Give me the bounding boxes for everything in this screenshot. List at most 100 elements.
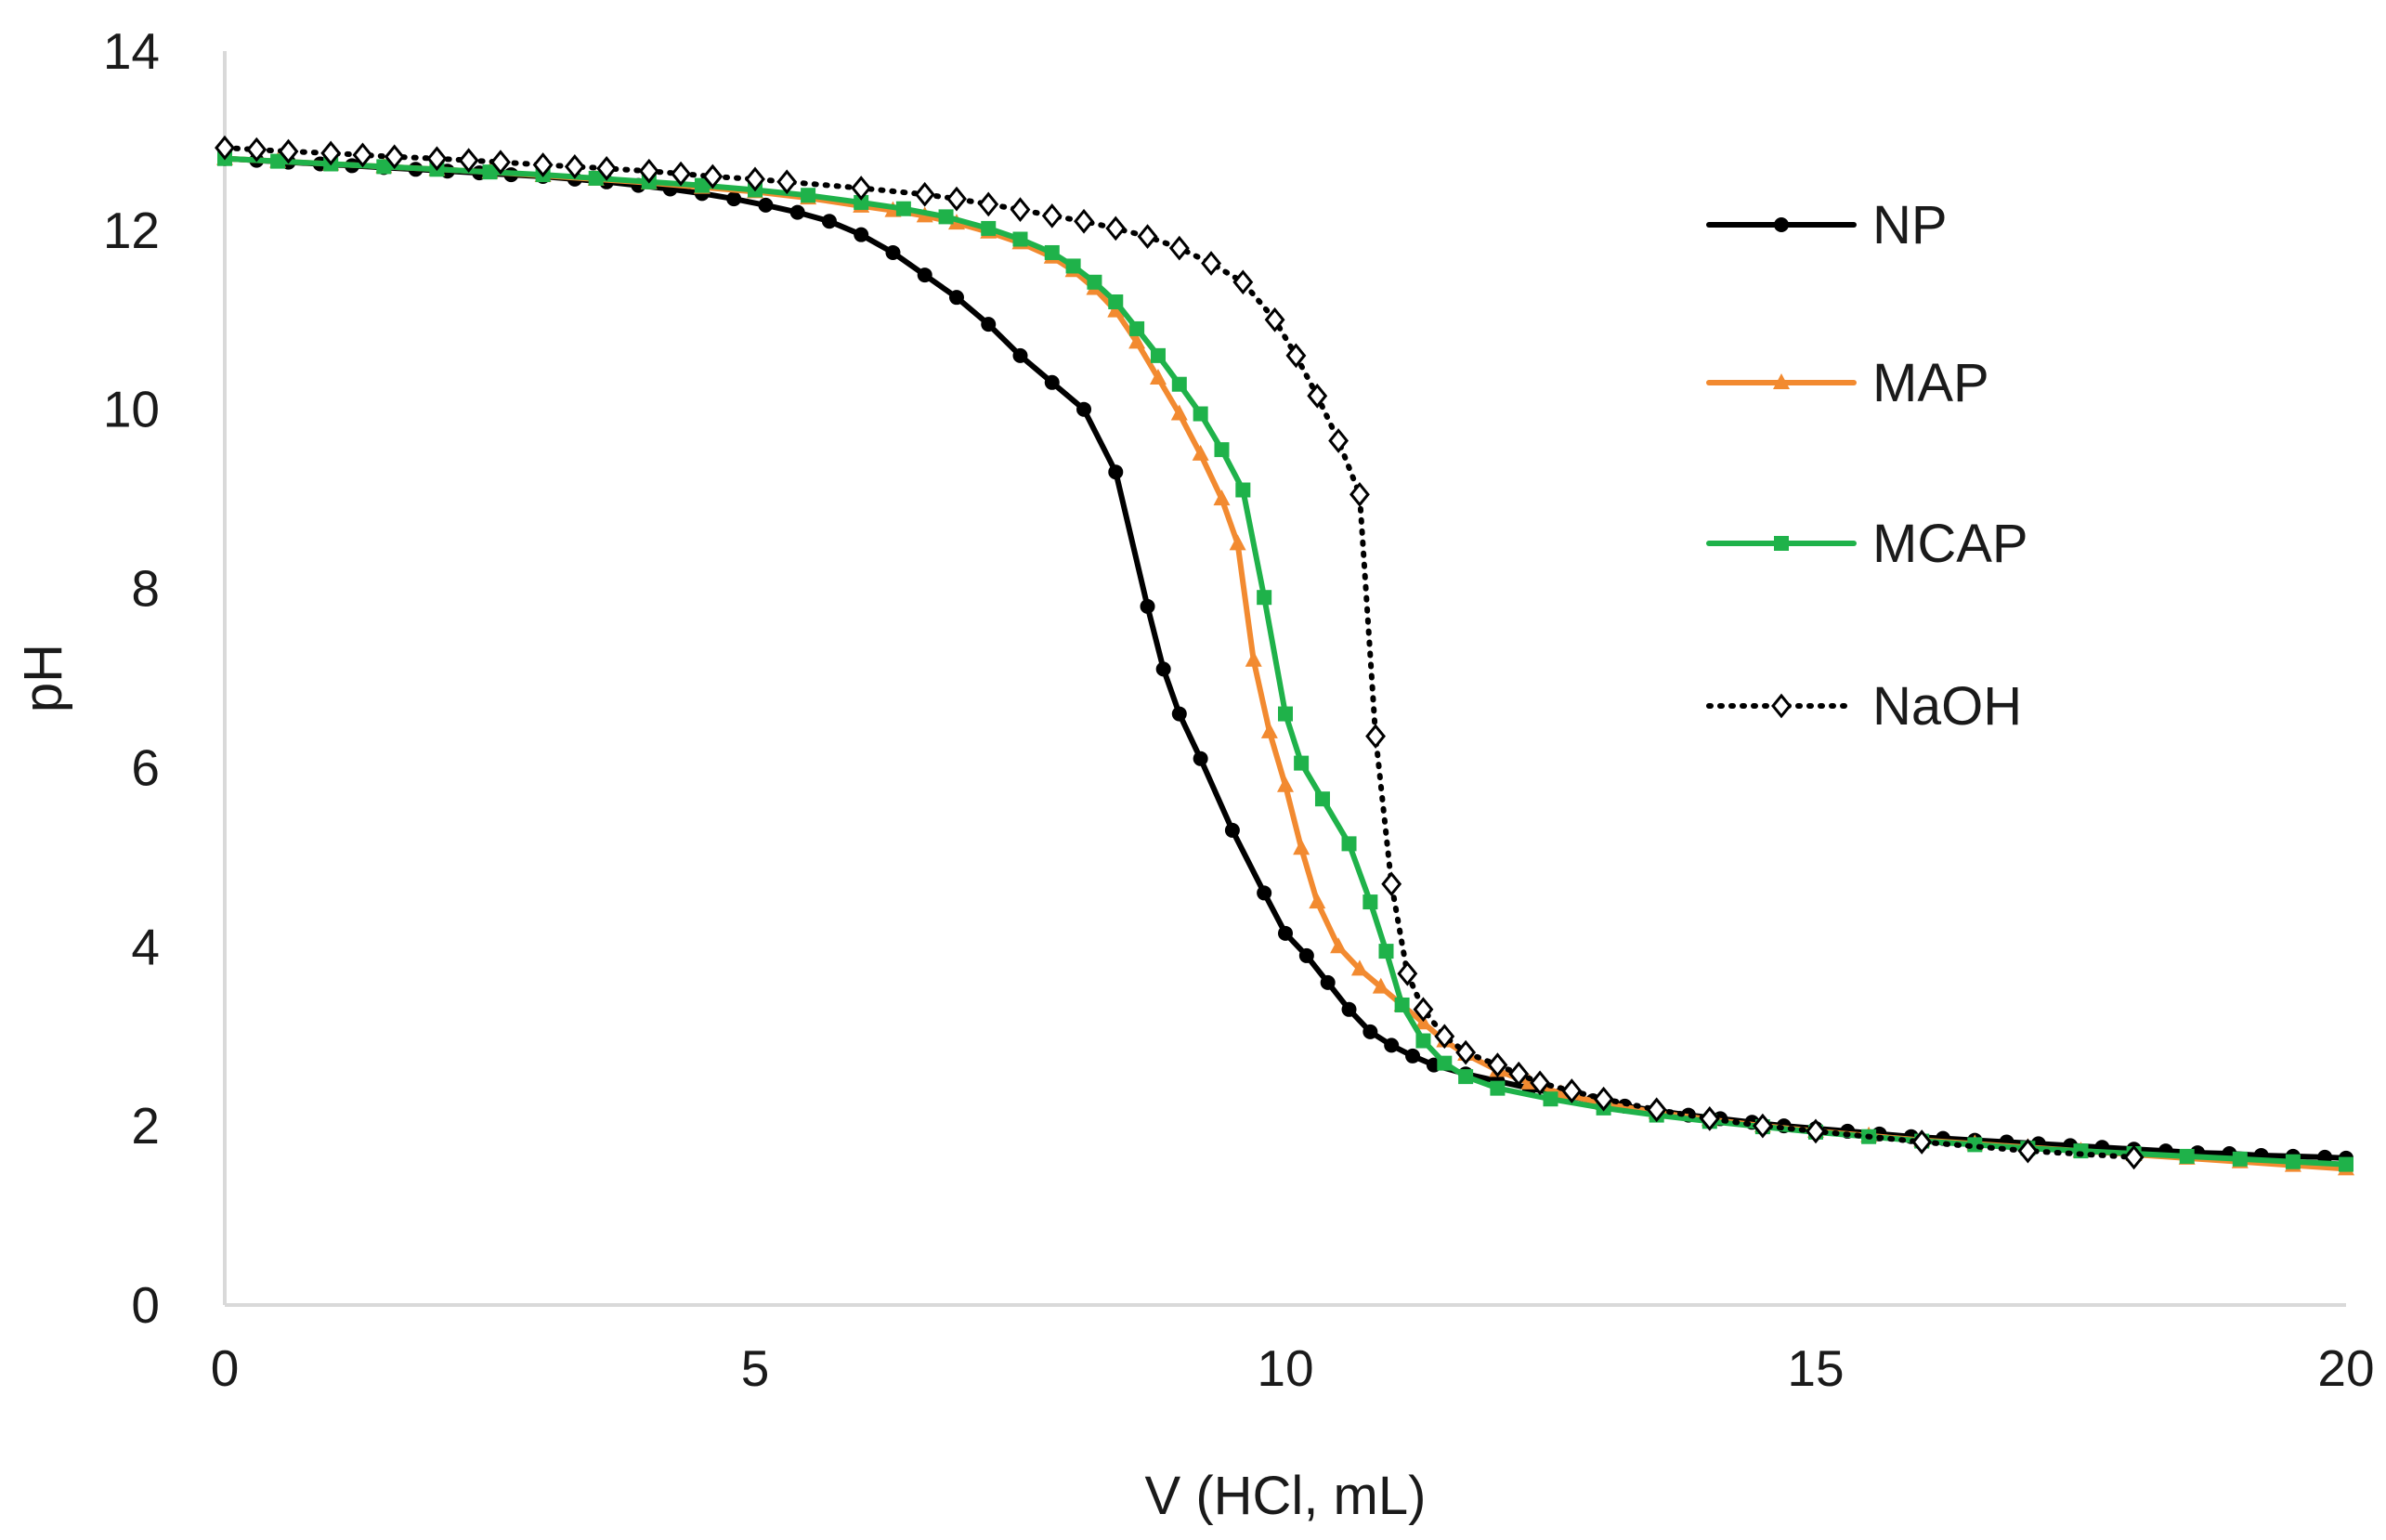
data-point-map (1293, 839, 1310, 855)
data-point-mcap (1278, 706, 1293, 722)
data-point-np (726, 191, 742, 207)
data-point-naoh (1365, 724, 1387, 750)
data-point-mcap (1543, 1091, 1558, 1107)
legend-label: NaOH (1872, 676, 2022, 737)
data-point-naoh (215, 135, 235, 161)
data-point-np (1044, 374, 1060, 390)
data-point-map (1309, 893, 1326, 909)
data-point-np (1257, 885, 1272, 901)
data-point-naoh (489, 150, 511, 175)
data-point-np (1341, 1001, 1357, 1017)
data-point-naoh (1349, 481, 1370, 507)
data-point-naoh (532, 152, 554, 177)
data-point-mcap (1394, 997, 1410, 1012)
data-point-np (789, 204, 805, 220)
data-point-mcap (854, 194, 869, 210)
data-point-np (1076, 401, 1092, 417)
data-point-np (948, 290, 964, 306)
data-point-naoh (1397, 960, 1418, 986)
data-point-mcap (1012, 231, 1028, 247)
data-point-naoh (1285, 343, 1307, 369)
data-point-naoh (1074, 208, 1094, 234)
data-point-naoh (384, 144, 405, 170)
data-point-naoh (1487, 1052, 1508, 1077)
data-point-naoh (1752, 1113, 1773, 1139)
data-point-map (1128, 333, 1146, 349)
data-point-mcap (1214, 442, 1230, 458)
x-tick-label: 15 (1787, 1339, 1844, 1397)
data-point-naoh (1434, 1024, 1455, 1050)
data-point-mcap (1415, 1033, 1431, 1049)
data-point-mcap (588, 170, 604, 186)
x-tick-label: 10 (1257, 1339, 1313, 1397)
data-point-mcap (376, 159, 392, 175)
data-point-mcap (1065, 258, 1081, 274)
data-point-mcap (1129, 320, 1145, 336)
data-point-naoh (946, 186, 967, 212)
legend-item-map: MAP (1706, 353, 1989, 413)
data-point-mcap (482, 164, 498, 180)
data-point-naoh (1699, 1106, 1720, 1131)
data-point-naoh (320, 140, 342, 166)
data-point-mcap (2285, 1154, 2301, 1169)
data-point-map (1350, 959, 1368, 976)
series-line-mcap (222, 155, 2349, 1168)
data-point-naoh (1328, 428, 1349, 453)
data-point-np (1155, 661, 1171, 677)
y-axis-title: pH (13, 644, 73, 712)
data-point-mcap (938, 209, 954, 225)
data-point-np (1384, 1038, 1400, 1053)
data-point-np (917, 268, 932, 283)
y-tick-label: 6 (131, 738, 160, 796)
x-tick-label: 0 (211, 1339, 240, 1397)
data-point-naoh (914, 181, 935, 207)
data-point-naoh (596, 155, 618, 181)
x-tick-label: 5 (741, 1339, 770, 1397)
series-line-naoh (222, 145, 2137, 1160)
data-point-mcap (1490, 1080, 1506, 1096)
data-point-map (1245, 650, 1262, 667)
series-np (217, 150, 2353, 1166)
axes (223, 51, 2346, 1307)
data-point-naoh (671, 161, 691, 187)
legend: NP MAP MCAP NaOH (1706, 195, 2028, 737)
legend-marker (1774, 536, 1789, 551)
legend-item-mcap: MCAP (1706, 514, 2028, 574)
y-tick-label: 0 (131, 1276, 160, 1334)
data-point-naoh (1530, 1070, 1551, 1096)
data-point-mcap (1235, 482, 1251, 498)
data-point-mcap (1193, 406, 1208, 422)
data-point-mcap (2232, 1151, 2248, 1167)
data-point-naoh (1041, 203, 1063, 228)
data-point-naoh (2017, 1138, 2039, 1164)
series-naoh (215, 135, 2145, 1170)
legend-label: MAP (1872, 353, 1989, 413)
data-point-mcap (1362, 894, 1378, 910)
data-point-naoh (776, 169, 798, 195)
data-point-mcap (1314, 791, 1330, 807)
data-point-np (1278, 925, 1293, 941)
data-point-np (1108, 464, 1124, 480)
y-tick-label: 10 (103, 381, 160, 438)
series-mcap (217, 150, 2353, 1172)
legend-marker (1774, 217, 1789, 232)
legend-item-np: NP (1706, 195, 1948, 255)
data-point-mcap (1458, 1069, 1474, 1085)
data-point-naoh (978, 191, 999, 217)
data-point-naoh (1137, 224, 1158, 249)
series-map (216, 149, 2354, 1176)
data-point-map (1330, 937, 1348, 954)
y-tick-labels: 0 2 4 6 8 10 12 14 (103, 22, 160, 1334)
data-point-mcap (2179, 1148, 2195, 1164)
data-point-naoh (458, 148, 479, 174)
plot-series (215, 135, 2354, 1176)
data-point-naoh (1911, 1129, 1933, 1155)
data-point-mcap (2339, 1156, 2353, 1172)
legend-label: MCAP (1872, 514, 2028, 574)
data-point-mcap (801, 188, 816, 203)
data-point-naoh (1646, 1097, 1667, 1123)
data-point-naoh (1168, 235, 1190, 261)
data-point-naoh (1561, 1078, 1583, 1103)
y-tick-label: 2 (131, 1097, 160, 1155)
data-point-np (1405, 1048, 1421, 1064)
